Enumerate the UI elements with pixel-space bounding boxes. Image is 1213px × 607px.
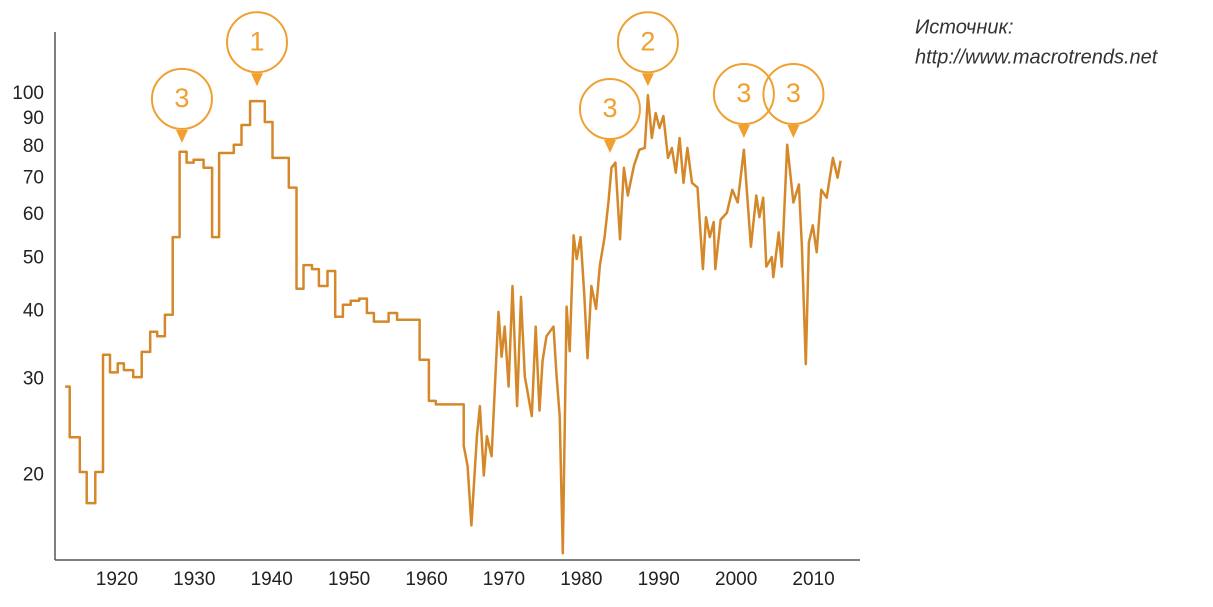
annotation-circle [578, 78, 641, 141]
y-tick-label: 40 [23, 300, 44, 321]
y-tick-label: 30 [23, 368, 44, 389]
annotation-pointer [175, 129, 188, 143]
x-tick-label: 1990 [638, 569, 680, 590]
annotation-label: 3 [602, 93, 617, 123]
x-tick-label: 1960 [405, 569, 447, 590]
annotation-circle [150, 67, 213, 130]
annotation-pointer [737, 125, 750, 139]
annotation-pointer [251, 73, 264, 87]
annotation-label: 3 [174, 83, 189, 113]
y-tick-label: 60 [23, 204, 44, 225]
annotation-label: 1 [250, 26, 265, 56]
x-tick-label: 1980 [560, 569, 602, 590]
source-label: Источник: [915, 16, 1013, 38]
x-tick-label: 1930 [173, 569, 215, 590]
source-url: http://www.macrotrends.net [915, 46, 1159, 68]
annotation-circle [762, 63, 825, 126]
y-tick-label: 50 [23, 247, 44, 268]
annotation-label: 3 [736, 78, 751, 108]
x-tick-label: 1920 [96, 569, 138, 590]
annotation-pointer [787, 125, 800, 139]
x-tick-label: 1970 [483, 569, 525, 590]
x-tick-label: 1940 [251, 569, 293, 590]
y-tick-label: 100 [12, 83, 44, 104]
annotation-circle [616, 11, 679, 74]
price-line [65, 93, 842, 555]
x-tick-label: 1950 [328, 569, 370, 590]
annotation-label: 2 [640, 26, 655, 56]
y-tick-label: 20 [23, 465, 44, 486]
annotation-pointer [603, 140, 616, 154]
annotation-circle [712, 63, 775, 126]
annotation-pointer [641, 73, 654, 87]
y-tick-label: 80 [23, 136, 44, 157]
y-tick-label: 90 [23, 108, 44, 129]
y-tick-label: 70 [23, 168, 44, 189]
annotation-circle [226, 11, 289, 74]
annotation-label: 3 [786, 78, 801, 108]
x-tick-label: 2010 [792, 569, 834, 590]
x-tick-label: 2000 [715, 569, 757, 590]
